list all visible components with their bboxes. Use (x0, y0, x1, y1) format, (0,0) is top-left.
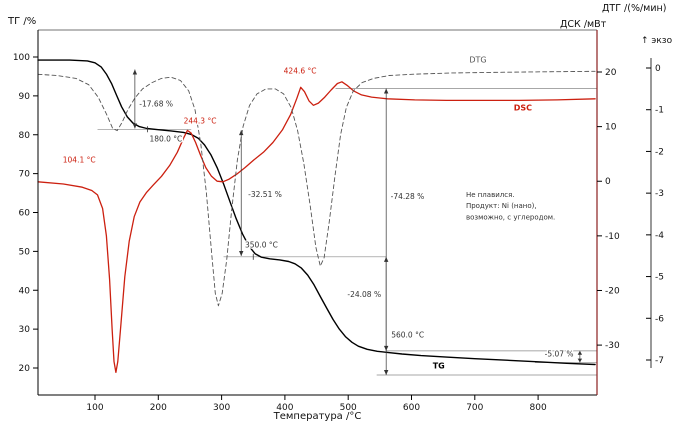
dsc-axis-title: ДСК /мВт (560, 19, 607, 30)
svg-text:424.6 °C: 424.6 °C (284, 66, 317, 75)
svg-text:-2: -2 (655, 147, 664, 157)
svg-text:-5: -5 (655, 273, 664, 283)
dtg-axis-title: ДТГ /(%/мин) (602, 3, 667, 14)
svg-text:DSC: DSC (514, 104, 532, 113)
svg-text:80: 80 (19, 131, 31, 141)
svg-text:20: 20 (605, 68, 617, 78)
svg-text:100: 100 (13, 53, 30, 63)
svg-text:возможно, с углеродом.: возможно, с углеродом. (466, 213, 555, 221)
svg-text:600: 600 (403, 403, 420, 413)
svg-text:500: 500 (340, 403, 357, 413)
svg-text:300: 300 (213, 403, 230, 413)
svg-text:Продукт: Ni (нано),: Продукт: Ni (нано), (466, 202, 537, 210)
svg-text:Не плавился.: Не плавился. (466, 191, 515, 199)
svg-text:400: 400 (276, 403, 293, 413)
svg-text:-10: -10 (605, 232, 620, 242)
svg-text:-4: -4 (655, 231, 664, 241)
tg-axis-title: ТГ /% (8, 16, 37, 27)
svg-text:30: 30 (19, 325, 31, 335)
svg-text:20: 20 (19, 364, 31, 374)
svg-text:60: 60 (19, 209, 31, 219)
svg-text:0: 0 (655, 64, 661, 74)
svg-text:104.1 °C: 104.1 °C (63, 156, 96, 165)
svg-text:-17.68 %: -17.68 % (139, 99, 173, 108)
svg-text:-6: -6 (655, 314, 664, 324)
dsc-curve (37, 81, 596, 374)
svg-text:70: 70 (19, 170, 31, 180)
svg-text:50: 50 (19, 247, 31, 257)
svg-text:DTG: DTG (469, 55, 486, 64)
svg-text:180.0 °C: 180.0 °C (149, 135, 182, 144)
svg-text:-24.08 %: -24.08 % (347, 290, 381, 299)
measurement-arrows (132, 69, 583, 375)
svg-text:-30: -30 (605, 341, 620, 351)
svg-text:TG: TG (433, 361, 445, 370)
svg-text:-32.51 %: -32.51 % (248, 190, 282, 199)
svg-text:244.3 °C: 244.3 °C (184, 116, 217, 125)
svg-text:800: 800 (530, 403, 547, 413)
svg-text:200: 200 (150, 403, 167, 413)
svg-text:40: 40 (19, 286, 31, 296)
svg-text:350.0 °C: 350.0 °C (245, 240, 278, 249)
svg-text:90: 90 (19, 92, 31, 102)
svg-text:560.0 °C: 560.0 °C (391, 331, 424, 340)
exo-direction-label: ↑ экзо (641, 36, 673, 46)
svg-text:100: 100 (86, 403, 103, 413)
tg-curve (37, 59, 596, 366)
svg-text:-74.28 %: -74.28 % (391, 192, 425, 201)
svg-text:0: 0 (605, 177, 611, 187)
svg-text:-7: -7 (655, 356, 664, 366)
svg-text:-5.07 %: -5.07 % (545, 349, 574, 358)
svg-text:-20: -20 (605, 286, 620, 296)
annotation-labels: -17.68 % 180.0 °C 244.3 °C 104.1 °C -32.51 %… (62, 54, 575, 371)
svg-text:700: 700 (466, 403, 483, 413)
svg-text:-1: -1 (655, 106, 664, 116)
svg-text:10: 10 (605, 123, 617, 133)
svg-text:-3: -3 (655, 189, 664, 199)
x-axis-title: Температура /°C (273, 411, 362, 422)
